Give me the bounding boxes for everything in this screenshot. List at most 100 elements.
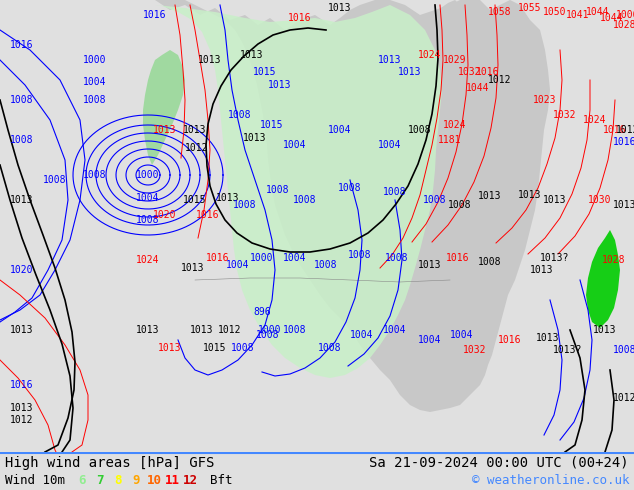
Text: 1013: 1013 [536, 333, 560, 343]
Text: 1030: 1030 [588, 195, 612, 205]
Text: 1013: 1013 [398, 67, 422, 77]
Text: 1004: 1004 [418, 335, 442, 345]
Text: 1020: 1020 [10, 265, 34, 275]
Text: Wind 10m: Wind 10m [5, 474, 65, 487]
Text: 1041: 1041 [566, 10, 590, 20]
Text: 1008: 1008 [424, 195, 447, 205]
Text: 1023: 1023 [533, 95, 557, 105]
Text: 1028: 1028 [613, 20, 634, 30]
Text: 1020: 1020 [153, 210, 177, 220]
Polygon shape [143, 50, 185, 165]
Text: 1013: 1013 [190, 325, 214, 335]
Text: 1012: 1012 [10, 415, 34, 425]
Text: 1006: 1006 [616, 10, 634, 20]
Text: 1181: 1181 [438, 135, 462, 145]
Text: 1013: 1013 [593, 325, 617, 335]
Text: 1016: 1016 [288, 13, 312, 23]
Text: 1004: 1004 [226, 260, 250, 270]
Text: 1008: 1008 [83, 170, 107, 180]
Text: 1008: 1008 [233, 200, 257, 210]
Text: 1016: 1016 [613, 137, 634, 147]
Text: 1058: 1058 [488, 7, 512, 17]
Text: 1008: 1008 [385, 253, 409, 263]
Polygon shape [155, 0, 550, 412]
Text: 1032: 1032 [463, 345, 487, 355]
Text: 8: 8 [114, 474, 122, 487]
Text: 1028: 1028 [602, 255, 626, 265]
Text: 1013?: 1013? [553, 345, 583, 355]
Text: 1016: 1016 [10, 380, 34, 390]
Text: 1008: 1008 [136, 215, 160, 225]
Text: 1004: 1004 [383, 325, 407, 335]
Text: 1013: 1013 [158, 343, 182, 353]
Text: 1004: 1004 [83, 77, 107, 87]
Text: 1013: 1013 [198, 55, 222, 65]
Text: 1013: 1013 [216, 193, 240, 203]
Text: High wind areas [hPa] GFS: High wind areas [hPa] GFS [5, 456, 214, 469]
Text: 1008: 1008 [43, 175, 67, 185]
Text: 1000: 1000 [258, 325, 281, 335]
Text: 1013: 1013 [136, 325, 160, 335]
Text: 1008: 1008 [83, 95, 107, 105]
Polygon shape [420, 0, 470, 90]
Text: 12: 12 [183, 474, 198, 487]
Text: 1016: 1016 [197, 210, 220, 220]
Text: 1013?: 1013? [540, 253, 570, 263]
Text: 1008: 1008 [448, 200, 472, 210]
Text: 1004: 1004 [283, 140, 307, 150]
Text: 1012: 1012 [218, 325, 242, 335]
Text: Bft: Bft [210, 474, 233, 487]
Text: 1024: 1024 [418, 50, 442, 60]
Text: 1008: 1008 [383, 187, 407, 197]
Text: 11: 11 [164, 474, 179, 487]
Text: 1016: 1016 [498, 335, 522, 345]
Text: 1012: 1012 [488, 75, 512, 85]
Text: 1008: 1008 [256, 330, 280, 340]
Text: 1024: 1024 [443, 120, 467, 130]
Text: 1013: 1013 [418, 260, 442, 270]
Text: 9: 9 [133, 474, 139, 487]
Text: 1015: 1015 [253, 67, 277, 77]
Text: 1013: 1013 [10, 325, 34, 335]
Text: 1015: 1015 [204, 343, 227, 353]
Text: 1012: 1012 [613, 393, 634, 403]
Text: 1013: 1013 [378, 55, 402, 65]
Text: 1008: 1008 [339, 183, 362, 193]
Text: 1008: 1008 [348, 250, 372, 260]
Polygon shape [586, 230, 620, 328]
Text: 1044: 1044 [600, 13, 624, 23]
Text: 1013: 1013 [153, 125, 177, 135]
Text: 1004: 1004 [328, 125, 352, 135]
Text: 1024: 1024 [136, 255, 160, 265]
Text: 1008: 1008 [408, 125, 432, 135]
Text: 1008: 1008 [613, 345, 634, 355]
Text: 1008: 1008 [318, 343, 342, 353]
Text: 1000: 1000 [250, 253, 274, 263]
Text: 1032: 1032 [553, 110, 577, 120]
Polygon shape [155, 5, 442, 378]
Text: 1000: 1000 [136, 170, 160, 180]
Text: 1029: 1029 [443, 55, 467, 65]
Text: 1016: 1016 [10, 40, 34, 50]
Text: 1008: 1008 [294, 195, 317, 205]
Text: © weatheronline.co.uk: © weatheronline.co.uk [472, 474, 629, 487]
Text: 1016: 1016 [446, 253, 470, 263]
Text: 1013: 1013 [518, 190, 541, 200]
Text: 7: 7 [96, 474, 104, 487]
Text: 896: 896 [253, 307, 271, 317]
Text: 1008: 1008 [228, 110, 252, 120]
Text: 1000: 1000 [83, 55, 107, 65]
Text: 1044: 1044 [466, 83, 489, 93]
Text: 1024: 1024 [583, 115, 607, 125]
Text: 1013: 1013 [543, 195, 567, 205]
Text: 1016: 1016 [603, 125, 627, 135]
Text: 1044: 1044 [586, 7, 610, 17]
Text: 1016: 1016 [476, 67, 500, 77]
Text: 1013: 1013 [10, 403, 34, 413]
Text: 10: 10 [146, 474, 162, 487]
Text: Sa 21-09-2024 00:00 UTC (00+24): Sa 21-09-2024 00:00 UTC (00+24) [370, 456, 629, 469]
Text: 1016: 1016 [206, 253, 230, 263]
Text: 1050: 1050 [543, 7, 567, 17]
Text: 1004: 1004 [450, 330, 474, 340]
Text: 1004: 1004 [378, 140, 402, 150]
